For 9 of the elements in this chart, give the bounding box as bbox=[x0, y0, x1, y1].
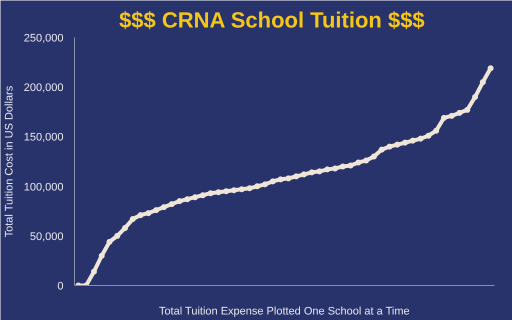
y-tick-label: 100,000 bbox=[24, 181, 64, 194]
y-tick-label: 0 bbox=[57, 280, 64, 292]
y-axis-title: Total Tuition Cost in US Dollars bbox=[4, 85, 16, 238]
chart-title: $$$ CRNA School Tuition $$$ bbox=[119, 8, 425, 32]
y-tick-label: 50,000 bbox=[30, 230, 64, 243]
y-tick-label: 250,000 bbox=[24, 32, 64, 44]
y-tick-label: 150,000 bbox=[24, 132, 64, 144]
y-tick-label: 200,000 bbox=[24, 82, 64, 94]
x-axis-title: Total Tuition Expense Plotted One School at a Time bbox=[158, 306, 410, 318]
